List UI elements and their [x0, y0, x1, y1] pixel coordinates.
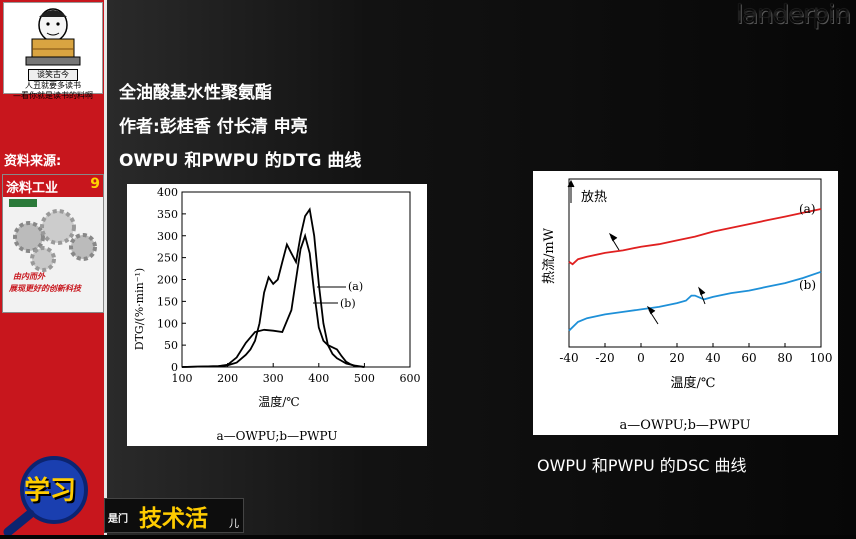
slide-title: 全油酸基水性聚氨酯 [119, 83, 272, 103]
gears-icon [9, 199, 97, 272]
dtg-ytick-label: 150 [157, 295, 178, 308]
dtg-xtick-label: 200 [217, 372, 238, 385]
dtg-ytick-label: 300 [157, 230, 178, 243]
brand-logo-reflection: landerpin [735, 7, 850, 22]
dsc-series-b-label: (b) [799, 278, 816, 292]
dtg-heading: OWPU 和PWPU 的DTG 曲线 [119, 151, 362, 171]
dsc-plot-frame [568, 178, 822, 348]
dtg-xtick-label: 100 [172, 372, 193, 385]
dtg-xtick-label: 300 [263, 372, 284, 385]
mascot-caption-2: 人丑就要多读书 [25, 81, 81, 90]
tagline-suffix: 儿 [229, 519, 239, 530]
dtg-chart: 100 200 300 400 500 600 0 50 100 150 200 250 300 350 4… [133, 186, 421, 443]
magazine-tagline-1: 由内而外 [13, 272, 45, 281]
dsc-series-a-line [568, 208, 822, 266]
mascot-card: 谈笑古今 人丑就要多读书 —看你就是读书的料啊 [3, 2, 103, 100]
dsc-caption: OWPU 和PWPU 的DSC 曲线 [537, 456, 747, 475]
dsc-xtick-label: 40 [705, 351, 720, 365]
dsc-xtick-label: -20 [595, 351, 614, 365]
brand-logo: landerpin [735, 0, 851, 30]
mascot-caption-3: —看你就是读书的料啊 [13, 91, 93, 100]
dtg-series-a-label: (a) [348, 280, 363, 293]
dsc-arrow-annotations [567, 179, 706, 325]
dtg-ytick-label: 100 [157, 317, 178, 330]
dtg-ytick-label: 350 [157, 208, 178, 221]
dsc-series-b-line [568, 270, 822, 332]
dsc-series-a-label: (a) [799, 202, 816, 216]
dtg-series-a-line [181, 207, 365, 368]
dtg-xlabel: 温度/℃ [258, 394, 299, 409]
dsc-xtick-label: 20 [669, 351, 684, 365]
dtg-ytick-label: 0 [171, 361, 178, 374]
dtg-xtick-label: 500 [354, 372, 375, 385]
dtg-series-b-label: (b) [340, 297, 356, 310]
badge-tagline: 是门 技术活 儿 [104, 498, 244, 533]
slide-authors: 作者:彭桂香 付长清 申亮 [119, 117, 308, 137]
tagline-prefix: 是门 [108, 514, 128, 525]
dtg-ytick-label: 50 [164, 339, 178, 352]
dsc-chart-panel: -40 -20 0 20 40 60 80 100 温度/℃ 热流/mW 放热 a—OWPU;… [533, 171, 838, 435]
dsc-xtick-label: 0 [637, 351, 645, 365]
dtg-legend-caption: a—OWPU;b—PWPU [217, 429, 338, 443]
dsc-chart: -40 -20 0 20 40 60 80 100 温度/℃ 热流/mW 放热 a—OWPU;… [542, 178, 833, 433]
dtg-ytick-label: 400 [157, 186, 178, 199]
dtg-series-b-line [181, 232, 365, 368]
badge-main-text: 学习 [24, 476, 77, 506]
dsc-xtick-label: 100 [810, 351, 833, 365]
dtg-xtick-label: 600 [400, 372, 421, 385]
mascot-caption-1: 谈笑古今 [28, 69, 78, 81]
dsc-xtick-label: -40 [559, 351, 578, 365]
study-badge: 学习 [0, 452, 104, 537]
dtg-ylabel: DTG/(%·min⁻¹) [133, 268, 146, 350]
magazine-cover: 涂料工业 9 由内而外 展现更好的创新科技 [2, 174, 104, 313]
tagline-main: 技术活 [139, 506, 208, 532]
dsc-xlabel: 温度/℃ [671, 375, 716, 391]
magazine-issue: 9 [90, 176, 100, 192]
magazine-title: 涂料工业 [6, 181, 59, 196]
magazine-tagline-2: 展现更好的创新科技 [9, 284, 81, 293]
mascot-illustration [25, 8, 81, 66]
dsc-ylabel: 热流/mW [542, 227, 557, 284]
dtg-ytick-label: 200 [157, 274, 178, 287]
dsc-legend-caption: a—OWPU;b—PWPU [619, 418, 750, 433]
source-label: 资料来源: [4, 154, 62, 169]
sidebar-divider [104, 0, 107, 535]
dtg-chart-panel: 100 200 300 400 500 600 0 50 100 150 200 250 300 350 4… [127, 184, 427, 446]
dsc-xtick-label: 80 [777, 351, 792, 365]
dtg-xtick-label: 400 [308, 372, 329, 385]
dtg-ytick-label: 250 [157, 252, 178, 265]
magazine-header: 涂料工业 9 [3, 175, 103, 197]
dsc-xtick-label: 60 [741, 351, 756, 365]
dsc-annotation: 放热 [581, 190, 607, 205]
magnifier-icon [0, 452, 104, 537]
